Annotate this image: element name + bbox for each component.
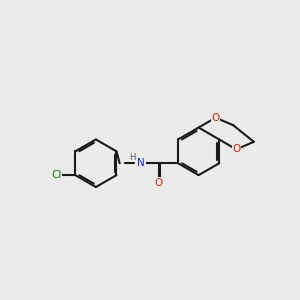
Text: O: O: [232, 144, 240, 154]
Text: H: H: [129, 153, 136, 162]
Text: O: O: [154, 178, 163, 188]
Text: N: N: [137, 158, 145, 168]
Text: O: O: [212, 112, 220, 123]
Text: Cl: Cl: [51, 170, 62, 180]
